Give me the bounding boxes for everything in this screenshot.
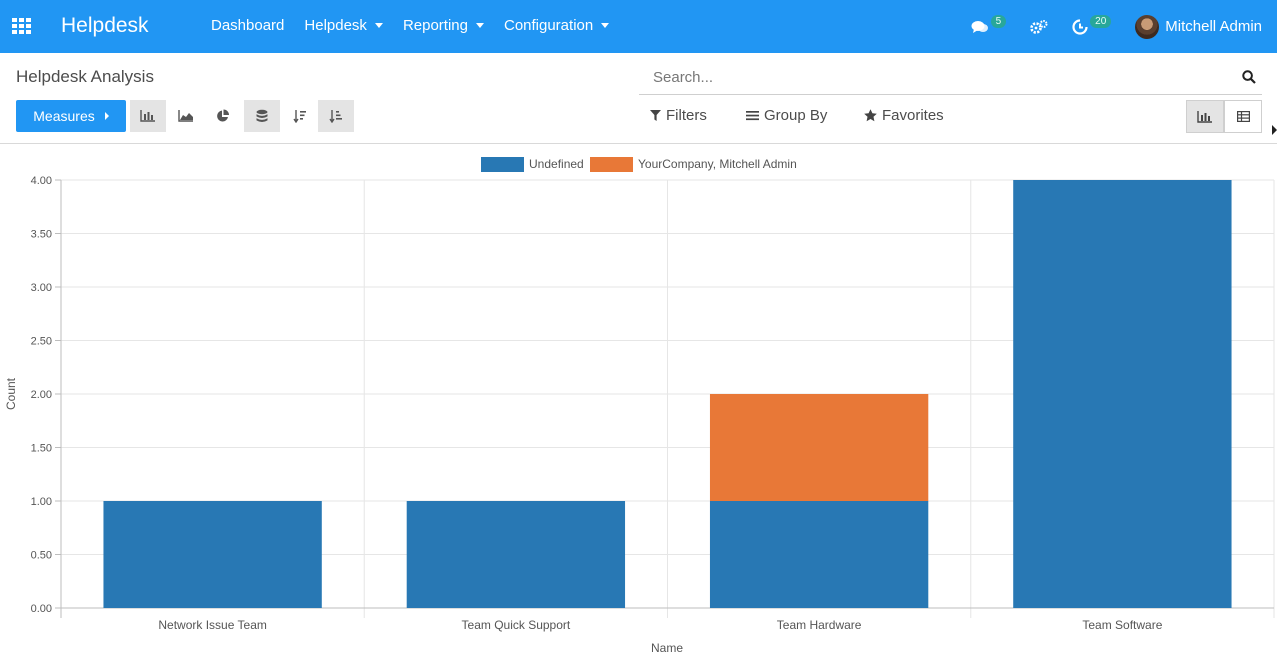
y-tick-label: 1.00	[31, 496, 52, 508]
stacked-button[interactable]	[244, 100, 280, 132]
sort-descending-icon	[293, 110, 306, 123]
y-axis-label: Count	[4, 377, 18, 410]
caret-right-icon	[104, 112, 109, 120]
x-tick-label: Team Hardware	[777, 618, 862, 632]
systray: 5 20 Mitchell Admin	[971, 0, 1277, 53]
menu-item-dashboard[interactable]: Dashboard	[211, 17, 284, 34]
filters-dropdown[interactable]: Filters	[650, 107, 707, 124]
chat-icon	[971, 20, 988, 33]
bar-chart-icon	[1197, 110, 1212, 123]
clock-icon	[1072, 18, 1088, 35]
gears-icon	[1030, 19, 1048, 34]
filter-icon	[650, 110, 661, 121]
x-tick-label: Team Software	[1082, 618, 1162, 632]
caret-right-icon	[1272, 125, 1277, 135]
pie-chart-button[interactable]	[205, 100, 241, 132]
bar-chart-icon	[140, 110, 155, 122]
user-name: Mitchell Admin	[1165, 18, 1262, 35]
star-icon	[864, 109, 877, 122]
user-menu[interactable]: Mitchell Admin	[1135, 14, 1277, 39]
bar	[103, 501, 322, 608]
search-bar	[639, 66, 1262, 95]
menu-item-helpdesk[interactable]: Helpdesk	[304, 17, 383, 34]
bar	[709, 394, 929, 501]
measures-label: Measures	[33, 108, 95, 124]
stacked-icon	[256, 109, 268, 123]
x-axis-label: Name	[651, 641, 683, 655]
menu-item-configuration[interactable]: Configuration	[503, 17, 610, 34]
filters-label: Filters	[666, 107, 707, 124]
legend-swatch	[481, 157, 524, 172]
bar	[709, 501, 929, 608]
legend-label: YourCompany, Mitchell Admin	[638, 157, 797, 171]
y-tick-label: 2.00	[31, 389, 52, 401]
breadcrumb: Helpdesk Analysis	[16, 67, 154, 86]
caret-down-icon	[475, 23, 484, 28]
search-input[interactable]	[653, 69, 1213, 86]
messaging-menu[interactable]: 5	[971, 15, 1007, 35]
x-tick-label: Network Issue Team	[158, 618, 267, 632]
x-tick-label: Team Quick Support	[462, 618, 571, 632]
y-tick-label: 2.50	[31, 336, 52, 348]
top-navbar: Helpdesk Dashboard Helpdesk Reporting Co…	[0, 0, 1277, 53]
line-chart-button[interactable]	[168, 100, 204, 132]
favorites-dropdown[interactable]: Favorites	[864, 107, 944, 124]
legend-swatch	[590, 157, 633, 172]
main-menu: Dashboard Helpdesk Reporting Configurati…	[211, 17, 629, 34]
avatar	[1135, 14, 1160, 39]
activities-badge: 20	[1090, 15, 1112, 28]
area-chart-icon	[178, 110, 193, 122]
legend-label: Undefined	[529, 157, 584, 171]
y-tick-label: 3.50	[31, 229, 52, 241]
favorites-label: Favorites	[882, 107, 944, 124]
y-tick-label: 4.00	[31, 175, 52, 187]
messages-badge: 5	[990, 15, 1007, 28]
pie-chart-icon	[217, 109, 229, 122]
group-by-dropdown[interactable]: Group By	[746, 107, 827, 124]
y-tick-label: 0.00	[31, 603, 52, 615]
apps-menu-icon[interactable]	[12, 18, 32, 34]
group-by-label: Group By	[764, 107, 828, 124]
y-tick-label: 1.50	[31, 443, 52, 455]
menu-item-label: Configuration	[503, 17, 594, 34]
activities-menu[interactable]: 20	[1072, 15, 1112, 35]
bar	[406, 501, 626, 608]
menu-item-label: Helpdesk	[304, 17, 367, 34]
menu-item-reporting[interactable]: Reporting	[403, 17, 484, 34]
bar-chart-button[interactable]	[130, 100, 166, 132]
settings-menu[interactable]	[1030, 19, 1048, 35]
pivot-view-button[interactable]	[1224, 100, 1262, 133]
graph-view-button[interactable]	[1186, 100, 1224, 133]
sort-descending-button[interactable]	[282, 100, 318, 132]
y-tick-label: 3.00	[31, 282, 52, 294]
caret-down-icon	[374, 23, 383, 28]
sort-ascending-icon	[329, 110, 342, 123]
caret-down-icon	[601, 23, 610, 28]
table-icon	[1236, 111, 1250, 122]
y-tick-label: 0.50	[31, 550, 52, 562]
app-title[interactable]: Helpdesk	[61, 14, 149, 37]
menu-item-label: Reporting	[402, 17, 468, 34]
sort-ascending-button[interactable]	[318, 100, 354, 132]
bar	[1013, 180, 1232, 608]
bar-chart: 0.00 0.50 1.00 1.50 2.00 2.50 3.00 3.50 4.00 Netw…	[4, 157, 1275, 655]
bars-icon	[746, 111, 759, 121]
search-icon[interactable]	[1242, 70, 1256, 84]
measures-button[interactable]: Measures	[16, 100, 126, 132]
menu-item-label: Dashboard	[211, 17, 285, 34]
control-panel: Helpdesk Analysis Measures	[0, 53, 1277, 144]
